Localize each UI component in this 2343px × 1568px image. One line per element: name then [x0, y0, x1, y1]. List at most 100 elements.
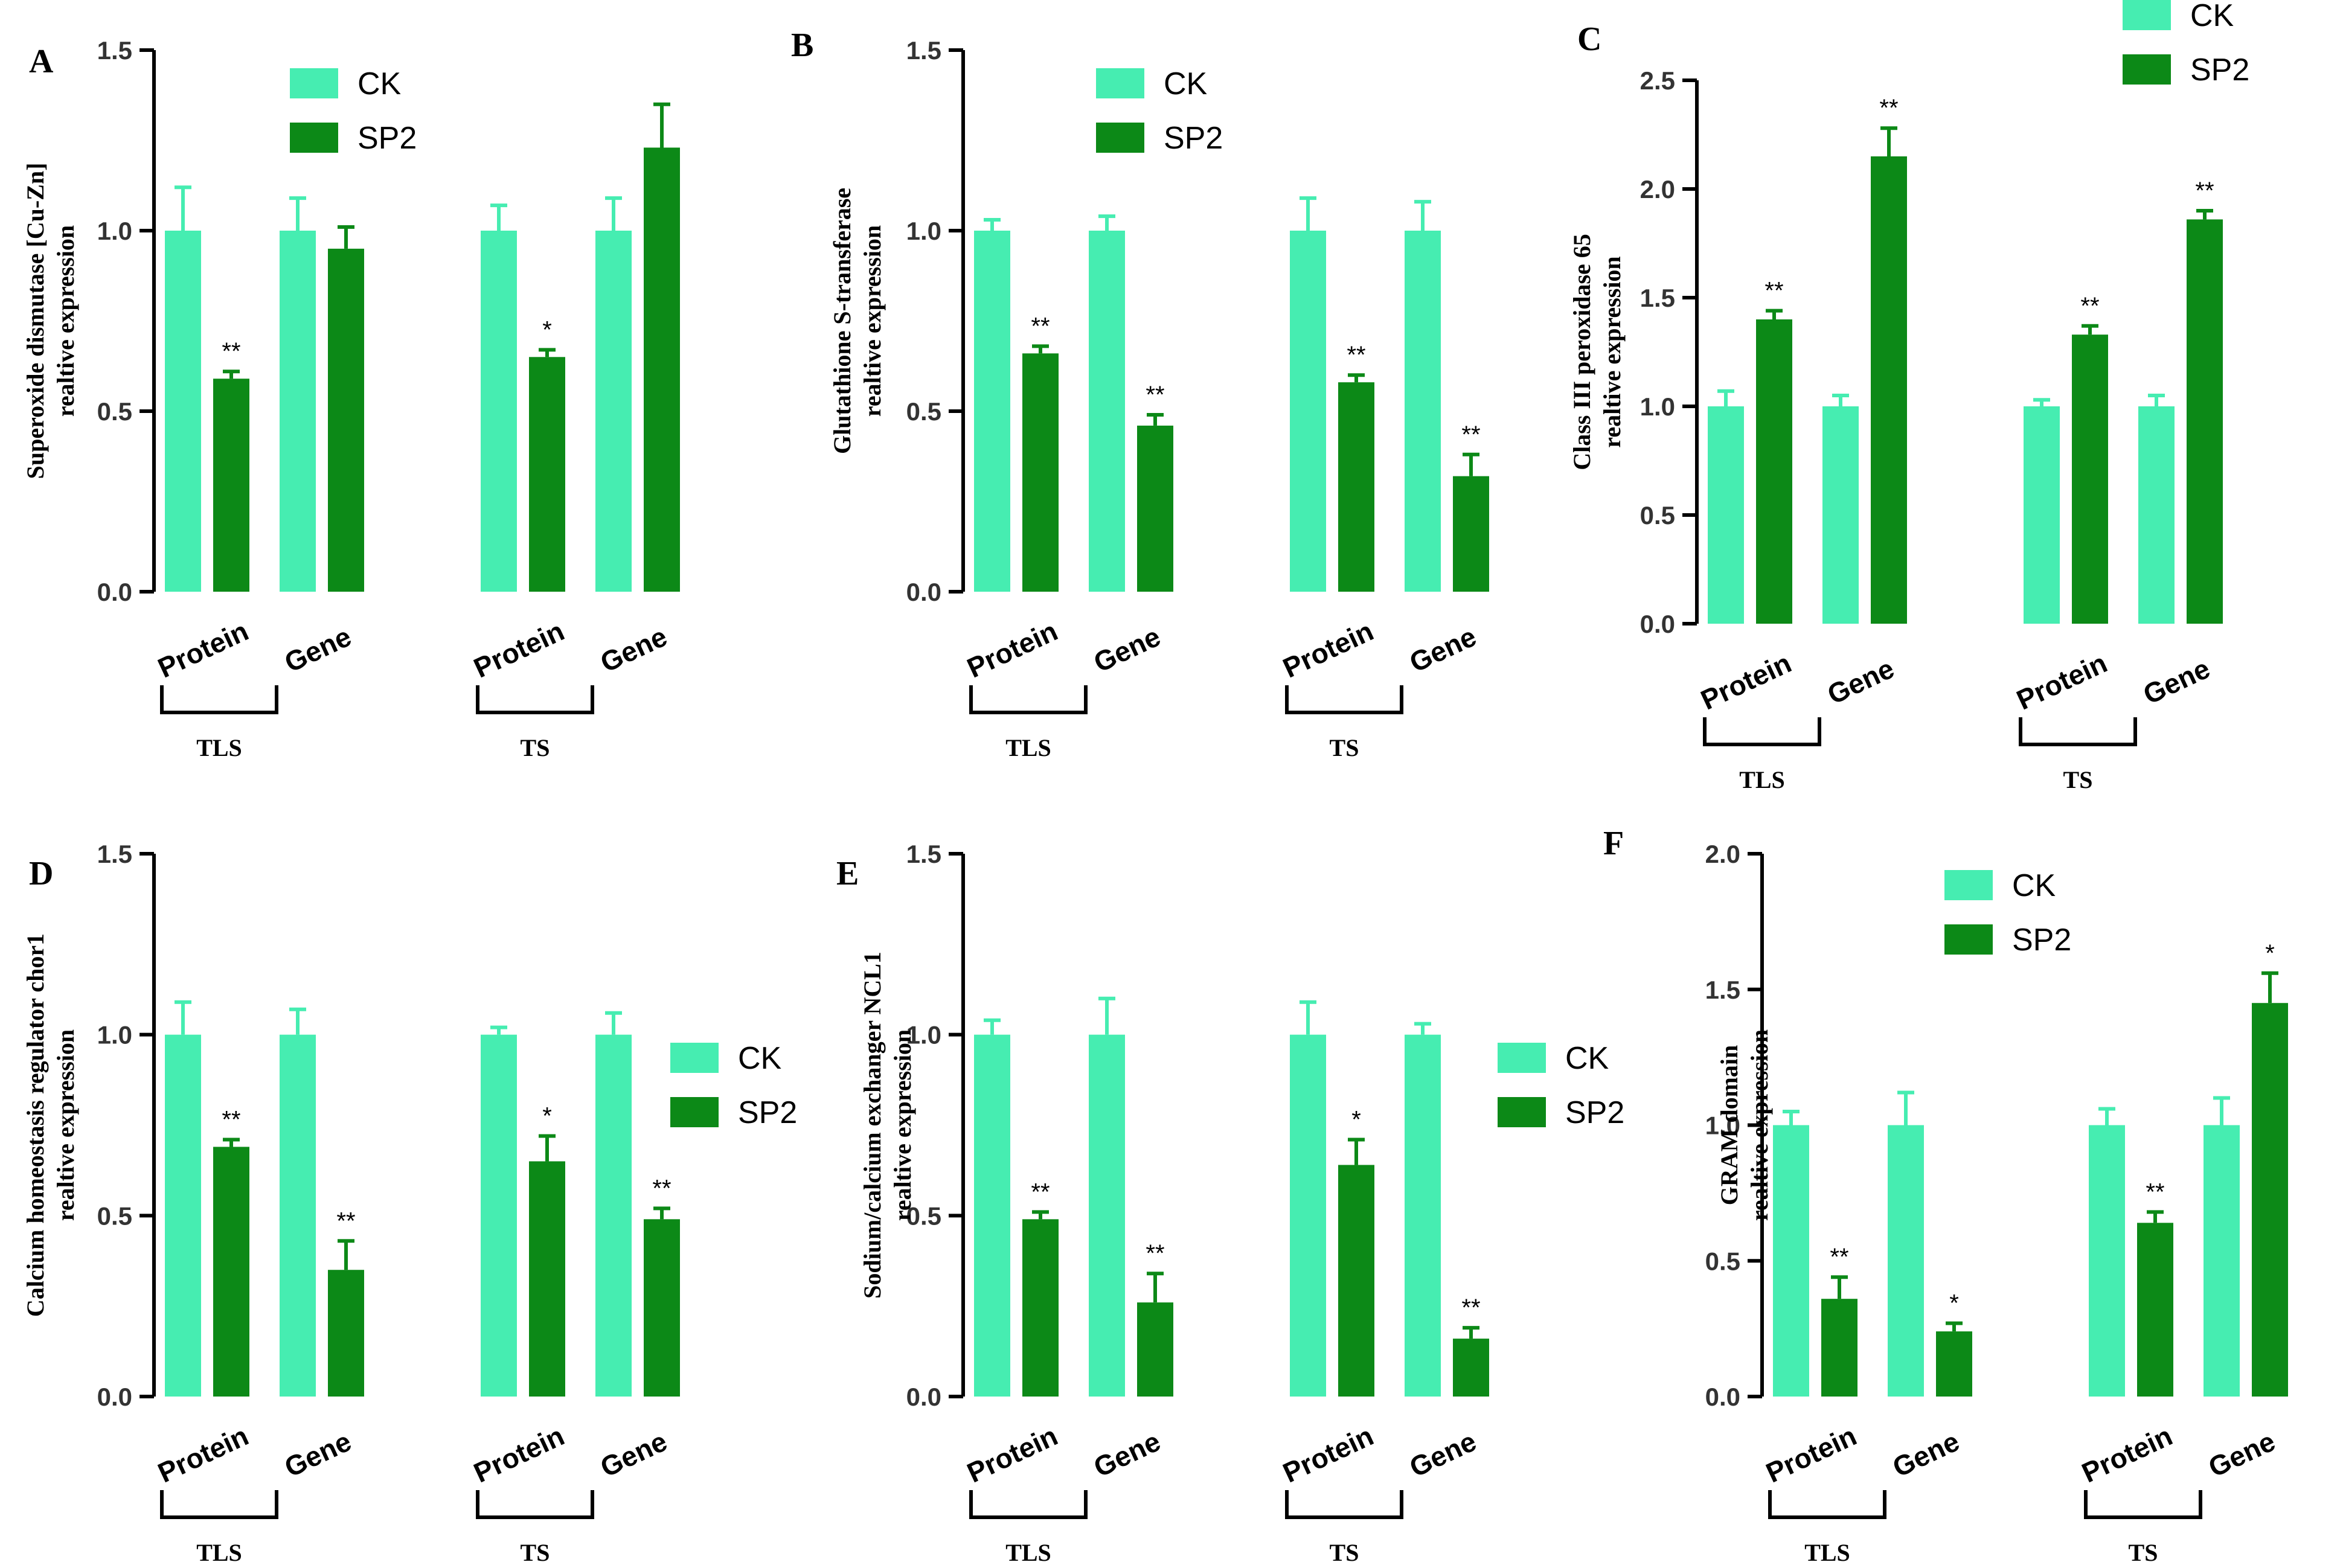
bar-sp2 — [1022, 353, 1059, 592]
y-axis-label: realtive expression — [889, 1029, 916, 1221]
significance-label: ** — [1031, 313, 1050, 339]
significance-label: ** — [1461, 1294, 1480, 1321]
significance-label: ** — [1146, 382, 1164, 408]
group-bracket — [2019, 717, 2137, 746]
bar-ck — [1089, 231, 1125, 592]
significance-label: ** — [1146, 1240, 1164, 1267]
group-bracket — [1768, 1490, 1886, 1519]
y-tick-label: 0.5 — [906, 1202, 941, 1230]
x-tick-label: Protein — [1278, 1419, 1378, 1488]
significance-label: ** — [2080, 293, 2099, 319]
legend-swatch-sp2 — [670, 1097, 719, 1127]
chart-panel-D: D 0.0 0.5 1.0 1.5 Calcium homeostasis regulat… — [22, 840, 797, 1566]
y-axis-label: Glutathione S-transferase — [829, 188, 856, 454]
bar-sp2 — [1022, 1219, 1059, 1397]
x-tick-label: Gene — [2138, 653, 2214, 711]
legend-label-sp2: SP2 — [2012, 923, 2071, 958]
y-axis-label: Sodium/calcium exchanger NCL1 — [859, 952, 886, 1299]
x-tick-label: Gene — [1405, 1426, 1481, 1483]
significance-label: * — [2265, 940, 2275, 967]
x-tick-label: Gene — [595, 621, 671, 679]
bar-ck — [481, 1034, 517, 1397]
x-tick-label: Protein — [2011, 647, 2112, 715]
legend-label-ck: CK — [2190, 0, 2234, 33]
significance-label: ** — [1764, 278, 1783, 304]
bar-ck — [165, 1034, 201, 1397]
group-label: TLS — [1804, 1539, 1850, 1566]
group-label: TLS — [1005, 734, 1051, 761]
bar-sp2 — [2137, 1223, 2173, 1397]
bar-sp2 — [328, 248, 364, 592]
x-tick-label: Gene — [1405, 621, 1481, 679]
y-axis-label: realtive expression — [1746, 1029, 1773, 1221]
x-tick-label: Gene — [1089, 1426, 1165, 1483]
bar-sp2 — [2187, 219, 2223, 624]
group-label: TS — [2129, 1539, 2158, 1566]
bar-sp2 — [1338, 382, 1374, 592]
y-axis-label: GRAM domain — [1716, 1045, 1743, 1206]
x-tick-label: Protein — [469, 615, 569, 683]
bar-ck — [1290, 1034, 1326, 1397]
x-tick-label: Protein — [469, 1419, 569, 1488]
legend-swatch-sp2 — [2123, 54, 2171, 85]
significance-label: ** — [652, 1175, 671, 1202]
significance-label: * — [542, 1102, 552, 1129]
significance-label: * — [1351, 1106, 1361, 1133]
bar-ck — [595, 1034, 632, 1397]
bar-ck — [595, 231, 632, 592]
bar-sp2 — [213, 379, 249, 592]
group-bracket — [2084, 1490, 2202, 1519]
legend-label-sp2: SP2 — [357, 121, 417, 156]
bar-ck — [1290, 231, 1326, 592]
legend-swatch-sp2 — [1944, 924, 1993, 955]
y-tick-label: 1.0 — [906, 1021, 941, 1049]
y-tick-label: 1.5 — [1705, 976, 1740, 1004]
chart-panel-E: E 0.0 0.5 1.0 1.5 Sodium/calcium exchanger NC… — [836, 840, 1624, 1566]
group-label: TLS — [1739, 766, 1785, 793]
bar-sp2 — [1338, 1165, 1374, 1397]
x-tick-label: Gene — [280, 621, 356, 679]
bar-sp2 — [328, 1270, 364, 1397]
x-tick-label: Protein — [962, 1419, 1062, 1488]
group-label: TS — [521, 1539, 550, 1566]
panel-letter: B — [791, 27, 813, 64]
bar-sp2 — [529, 357, 565, 592]
significance-label: ** — [2195, 178, 2214, 204]
group-bracket — [969, 1490, 1088, 1519]
legend-label-sp2: SP2 — [738, 1095, 797, 1130]
significance-label: ** — [1830, 1244, 1848, 1270]
x-tick-label: Protein — [2077, 1419, 2177, 1488]
legend-swatch-ck — [290, 68, 338, 98]
x-tick-label: Gene — [1888, 1426, 1964, 1483]
y-tick-label: 0.5 — [1640, 501, 1675, 530]
panel-letter: E — [836, 855, 859, 892]
y-tick-label: 2.5 — [1640, 66, 1675, 95]
y-axis-label: Superoxide dismutase [Cu-Zn] — [22, 163, 49, 479]
significance-label: ** — [1461, 421, 1480, 448]
significance-label: ** — [1347, 342, 1365, 368]
y-axis-label: realtive expression — [1598, 256, 1626, 447]
y-axis-label: Class III peroxidase 65 — [1568, 234, 1595, 470]
chart-panel-C: C 0.0 0.5 1.0 1.5 2.0 2.5 Class III peroxidase … — [1568, 0, 2249, 793]
group-label: TLS — [1005, 1539, 1051, 1566]
panel-letter: F — [1603, 825, 1624, 862]
x-tick-label: Gene — [595, 1426, 671, 1483]
group-label: TS — [1330, 734, 1359, 761]
bar-sp2 — [1871, 156, 1907, 624]
chart-panel-B: B 0.0 0.5 1.0 1.5 Glutathione S-transferase re… — [791, 27, 1489, 761]
y-tick-label: 1.5 — [97, 36, 132, 65]
legend-swatch-ck — [2123, 0, 2171, 30]
bar-ck — [1405, 231, 1441, 592]
legend-swatch-ck — [1498, 1043, 1546, 1073]
bar-ck — [1405, 1034, 1441, 1397]
legend-label-ck: CK — [2012, 868, 2056, 903]
group-label: TS — [2063, 766, 2093, 793]
panel-letter: A — [29, 43, 54, 80]
x-tick-label: Protein — [1278, 615, 1378, 683]
bar-ck — [481, 231, 517, 592]
legend-label-ck: CK — [1164, 66, 1208, 101]
panel-letter: C — [1577, 21, 1601, 58]
group-bracket — [969, 685, 1088, 714]
bar-ck — [1708, 406, 1744, 624]
significance-label: * — [1949, 1290, 1959, 1317]
